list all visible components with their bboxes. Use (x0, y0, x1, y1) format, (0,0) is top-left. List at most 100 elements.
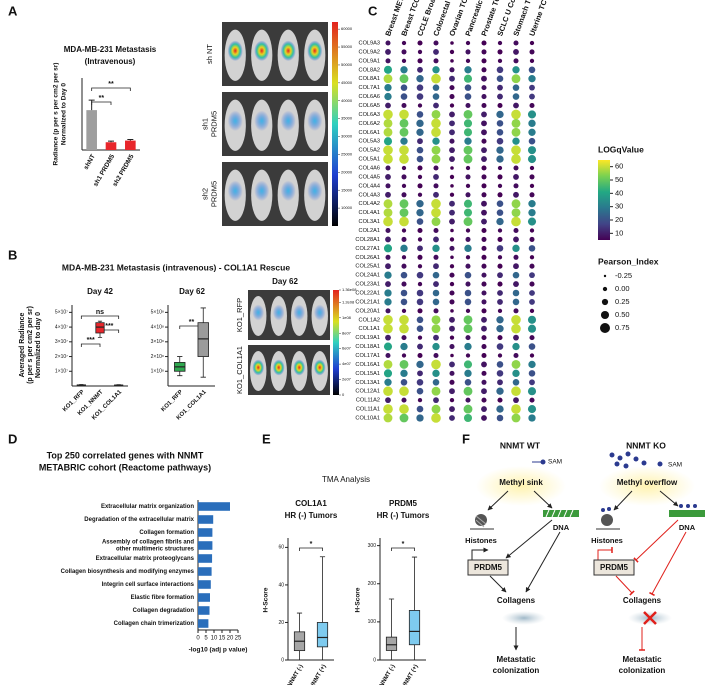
dot (511, 109, 521, 120)
dot (432, 271, 440, 279)
y-axis-label: Normalized to Day 0 (61, 83, 68, 146)
dot (465, 353, 471, 358)
y-tick-label: Extracellular matrix organization (101, 504, 194, 510)
dot (463, 145, 473, 155)
sam-cluster (609, 451, 663, 469)
dot (450, 41, 454, 45)
dot (385, 174, 391, 180)
dot (464, 244, 472, 253)
dot (416, 93, 424, 100)
dot (383, 314, 393, 325)
inhibition (597, 547, 613, 560)
dot (450, 255, 454, 260)
dna-icon (545, 509, 574, 518)
colorbar-label: 25000 (341, 151, 353, 156)
bar (198, 593, 210, 602)
dot (465, 192, 471, 198)
significance-label: *** (105, 323, 113, 330)
colorbar-label: 40 (615, 188, 623, 197)
dot (449, 156, 455, 162)
dot (401, 255, 407, 260)
dot (417, 335, 423, 340)
row-label: COL22A1 (355, 290, 380, 296)
row-label: COL11A2 (356, 398, 380, 404)
dot (496, 245, 504, 252)
dot (417, 352, 423, 359)
dot (417, 227, 423, 234)
dot (496, 155, 504, 163)
arrow (659, 490, 679, 507)
dot (417, 103, 423, 108)
dot (465, 58, 471, 64)
dot (496, 137, 504, 145)
row-label: COL6A6 (359, 94, 380, 100)
colorbar-label: 60 (615, 162, 623, 171)
dot (513, 334, 519, 341)
x-tick-label: NNMT (+) (401, 664, 419, 685)
row-label: COL4A4 (359, 183, 380, 189)
dot (497, 228, 503, 233)
dot (528, 360, 536, 369)
dot (385, 397, 391, 404)
dot (513, 227, 519, 234)
dot (512, 289, 520, 297)
image-row-label: PRDM5 (209, 181, 218, 207)
dot (481, 299, 487, 305)
y-tick-label: 2×10⁷ (55, 354, 68, 360)
image-row-label: sh NT (205, 44, 214, 64)
dot (511, 413, 521, 423)
dot (431, 198, 441, 209)
significance-label: ns (96, 309, 104, 316)
arrow (525, 531, 561, 593)
dot (463, 74, 473, 83)
dot (529, 174, 535, 180)
dot (481, 406, 487, 412)
bar (198, 502, 230, 511)
x-tick-label: NNMT (+) (309, 664, 327, 685)
dot (432, 378, 440, 386)
signal (254, 110, 270, 132)
dot (431, 324, 441, 334)
dot (481, 388, 487, 395)
dot (385, 352, 391, 359)
chart-title: PRDM5 (389, 499, 418, 508)
dot (416, 111, 424, 118)
dot (416, 271, 424, 279)
row-label: COL8A2 (359, 67, 380, 73)
dot (529, 102, 535, 109)
dot (511, 74, 521, 84)
dot (481, 147, 487, 154)
dot (465, 49, 471, 55)
dot (481, 156, 487, 162)
dot (450, 59, 454, 63)
signal (280, 40, 296, 62)
significance-label: *** (87, 337, 95, 344)
row-label: COL5A1 (359, 157, 380, 163)
dot (384, 289, 392, 297)
dot (449, 85, 455, 91)
dot (465, 255, 471, 260)
dot (400, 93, 408, 100)
dot (383, 154, 393, 164)
legend-title: Pearson_Index (598, 256, 659, 266)
significance-label: * (310, 541, 313, 548)
dot (464, 93, 472, 100)
dot (529, 263, 535, 269)
dot (417, 138, 423, 145)
dot (385, 102, 391, 109)
histone-icon (601, 514, 613, 526)
dot (433, 40, 439, 46)
legend-dot (602, 286, 608, 292)
dot (431, 217, 441, 227)
dot (449, 120, 455, 127)
y-tick-label: Collagen chain trimerization (114, 621, 195, 627)
dot (383, 244, 393, 253)
dot (497, 263, 503, 269)
dot (417, 281, 423, 287)
diagram-ko: NNMT KO SAM Methyl overflow DNA Histones… (591, 440, 705, 675)
dot (481, 397, 487, 403)
colorbar-label: 50000 (341, 62, 353, 67)
bar (198, 541, 213, 550)
chart-title: MDA-MB-231 Metastasis (64, 45, 157, 54)
bar (105, 142, 117, 150)
